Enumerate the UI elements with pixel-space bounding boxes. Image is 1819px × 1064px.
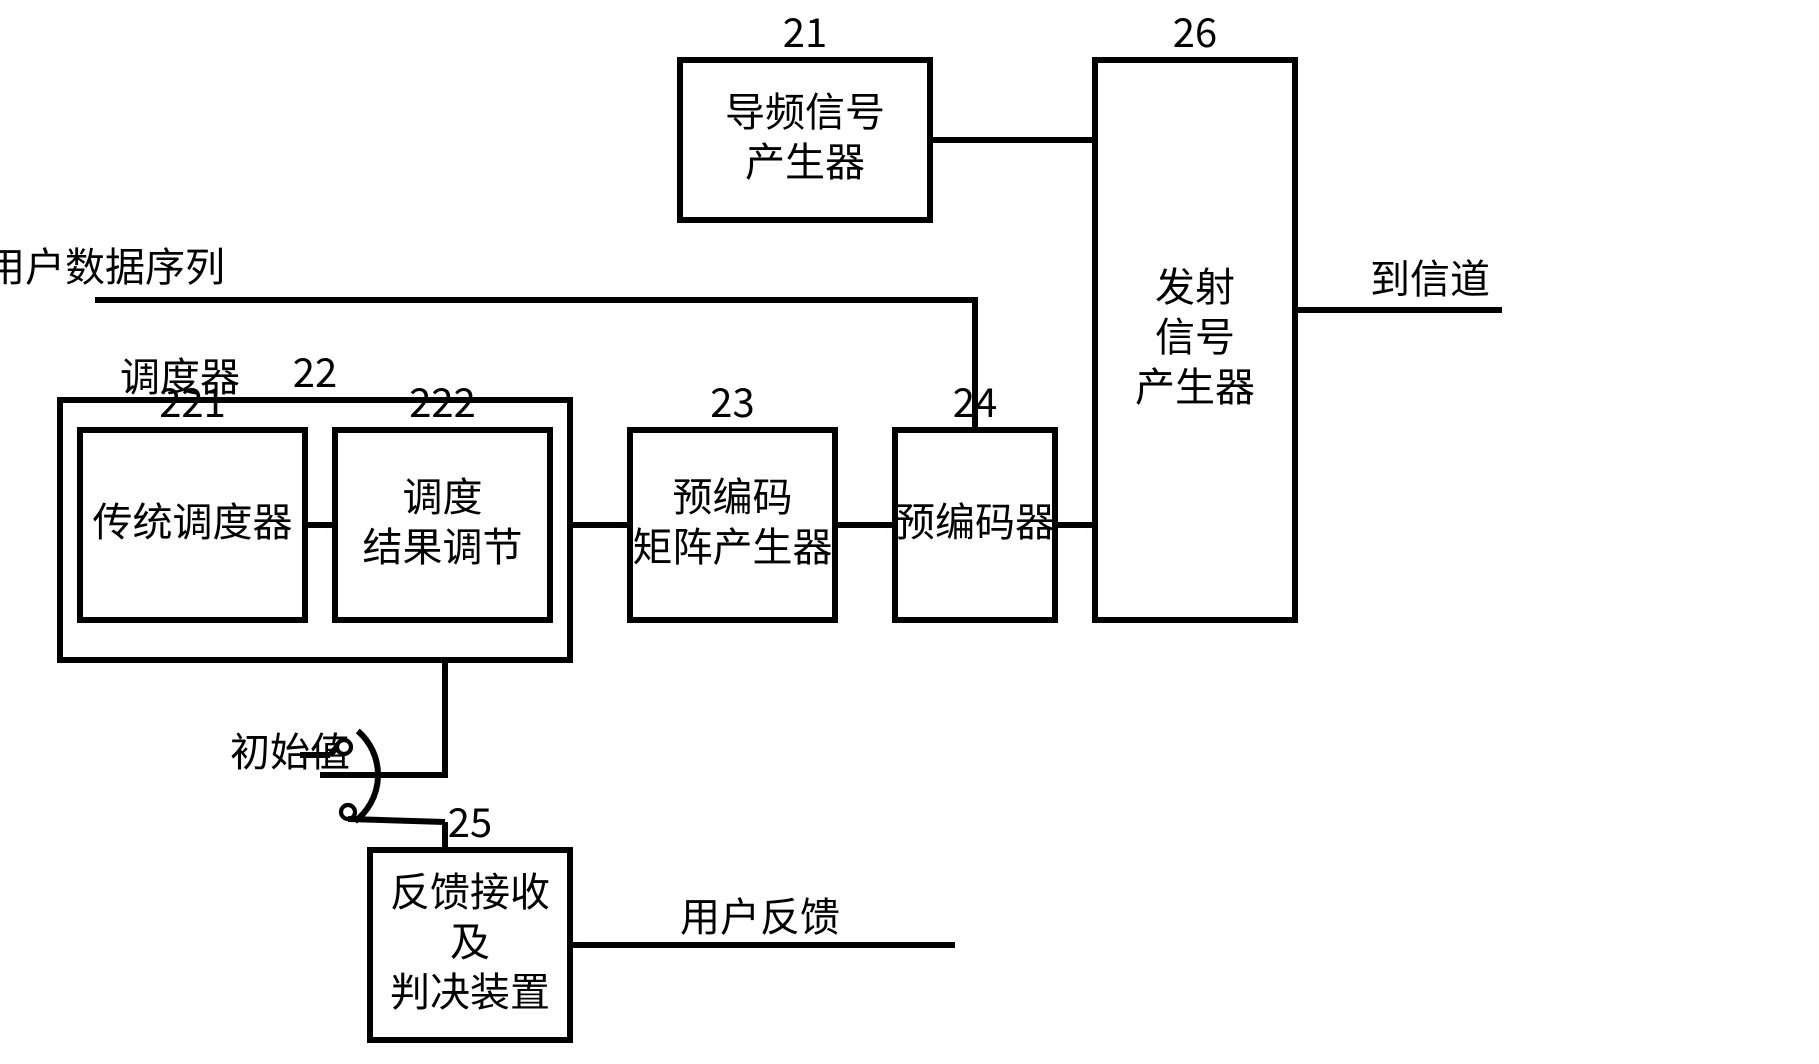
b23: 23预编码矩阵产生器 <box>630 371 835 620</box>
b222: 222调度结果调节 <box>335 371 550 620</box>
b26-ref: 26 <box>1173 1 1217 59</box>
b23-line1: 矩阵产生器 <box>633 515 833 573</box>
b21: 21导频信号产生器 <box>680 1 930 220</box>
b26: 26发射信号产生器 <box>1095 1 1295 620</box>
b21-line1: 产生器 <box>745 130 865 188</box>
b221: 221传统调度器 <box>80 371 305 620</box>
label-user-feedback: 用户反馈 <box>680 885 840 943</box>
b21-ref: 21 <box>783 1 827 59</box>
b25-ref: 25 <box>448 791 492 849</box>
b222-line1: 结果调节 <box>363 515 523 573</box>
b25-line2: 判决装置 <box>390 960 550 1018</box>
b26-line2: 产生器 <box>1135 355 1255 413</box>
label-to-channel: 到信道 <box>1370 247 1490 305</box>
label-user-data: 用户数据序列 <box>0 235 225 293</box>
b22-ref: 22 <box>293 341 337 399</box>
b24-line0: 预编码器 <box>895 490 1055 548</box>
b221-line0: 传统调度器 <box>93 490 293 548</box>
b23-ref: 23 <box>710 371 754 429</box>
switch-to-b25-link <box>348 819 445 822</box>
diagram-canvas: 2221导频信号产生器26发射信号产生器221传统调度器222调度结果调节23预… <box>0 0 1819 1064</box>
switch-terminal-top <box>337 740 351 754</box>
b25: 25反馈接收及判决装置 <box>370 791 570 1040</box>
b222-ref: 222 <box>409 371 476 429</box>
scheduler-caption: 调度器 <box>120 345 240 403</box>
